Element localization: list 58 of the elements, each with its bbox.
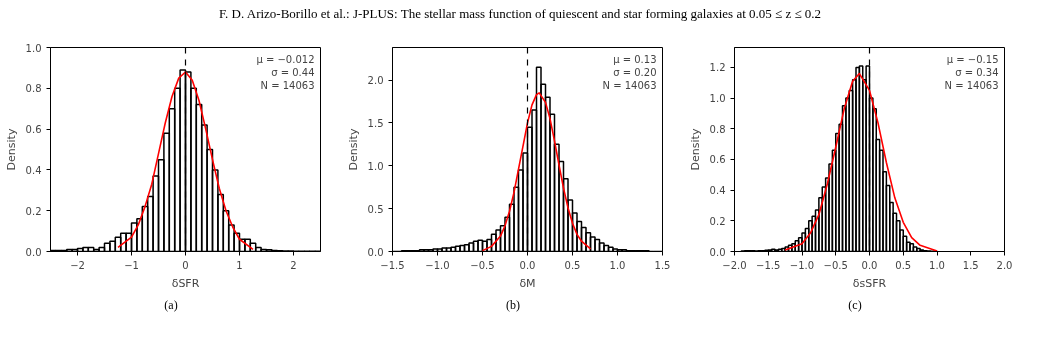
annotation: σ = 0.34 (955, 66, 999, 78)
x-tick-label: −1.0 (789, 259, 815, 271)
x-tick-label: 1.0 (609, 259, 626, 271)
annotation: N = 14063 (260, 79, 315, 91)
text: F. D. Arizo-Borillo et al.: J-PLUS: The stellar mass function of quiescent and star forming galaxies at 0.05 ≤ z ≤ 0.2 (218, 5, 822, 23)
x-axis-title: δM (519, 276, 536, 290)
y-tick-label: 0.0 (709, 246, 726, 258)
x-axis-title: δSFR (171, 276, 200, 290)
y-tick-label: 0.6 (709, 154, 726, 166)
x-tick-label: 0.0 (519, 259, 536, 271)
text: (b) (506, 296, 520, 314)
annotation: σ = 0.44 (271, 66, 315, 78)
x-tick-label: 2.0 (996, 259, 1013, 271)
x-axis-title: δsSFR (852, 276, 887, 290)
y-tick-label: 0.8 (709, 123, 726, 135)
annotation: N = 14063 (602, 79, 657, 91)
y-tick-label: 0.4 (709, 184, 726, 196)
x-tick-label: −2.0 (722, 259, 747, 271)
x-tick-label: −0.5 (470, 259, 495, 271)
y-tick-label: 1.5 (367, 117, 384, 129)
y-axis-title: Density (4, 127, 18, 170)
x-tick-label: −1 (124, 259, 139, 271)
x-tick-label: 1.0 (929, 259, 945, 271)
y-tick-label: 0.4 (25, 164, 42, 176)
x-tick-label: 2 (290, 259, 297, 271)
y-tick-label: 0.5 (367, 203, 384, 215)
y-tick-label: 0.0 (367, 246, 384, 258)
x-tick-label: −1.5 (756, 259, 781, 271)
annotation: μ = 0.13 (613, 53, 657, 65)
annotation: μ = −0.012 (256, 53, 315, 65)
x-tick-label: 1 (236, 259, 243, 271)
x-tick-label: 1.5 (962, 259, 979, 271)
y-tick-label: 0.8 (25, 82, 42, 94)
annotation: N = 14063 (944, 79, 999, 91)
annotation: μ = −0.15 (946, 53, 999, 65)
x-tick-label: −0.5 (823, 259, 848, 271)
x-tick-label: −1.0 (425, 259, 450, 271)
y-tick-label: 0.0 (25, 246, 42, 258)
y-tick-label: 0.2 (709, 215, 726, 227)
x-tick-label: −2 (70, 259, 85, 271)
y-tick-label: 2.0 (367, 74, 384, 86)
y-tick-label: 1.0 (25, 42, 42, 54)
x-tick-label: −1.5 (380, 259, 405, 271)
x-tick-label: 0.5 (564, 259, 581, 271)
y-axis-title: Density (688, 127, 702, 170)
y-tick-label: 1.0 (367, 160, 384, 172)
x-tick-label: 0 (182, 259, 189, 271)
x-tick-label: 0.0 (861, 259, 878, 271)
y-tick-label: 0.6 (25, 123, 42, 135)
y-tick-label: 1.0 (709, 92, 726, 104)
x-tick-label: 0.5 (895, 259, 912, 271)
annotation: σ = 0.20 (613, 66, 657, 78)
y-tick-label: 1.2 (709, 62, 726, 73)
y-axis-title: Density (346, 127, 360, 170)
text: (c) (848, 296, 862, 314)
x-tick-label: 1.5 (654, 259, 671, 271)
text: (a) (164, 296, 178, 314)
y-tick-label: 0.2 (25, 205, 42, 217)
